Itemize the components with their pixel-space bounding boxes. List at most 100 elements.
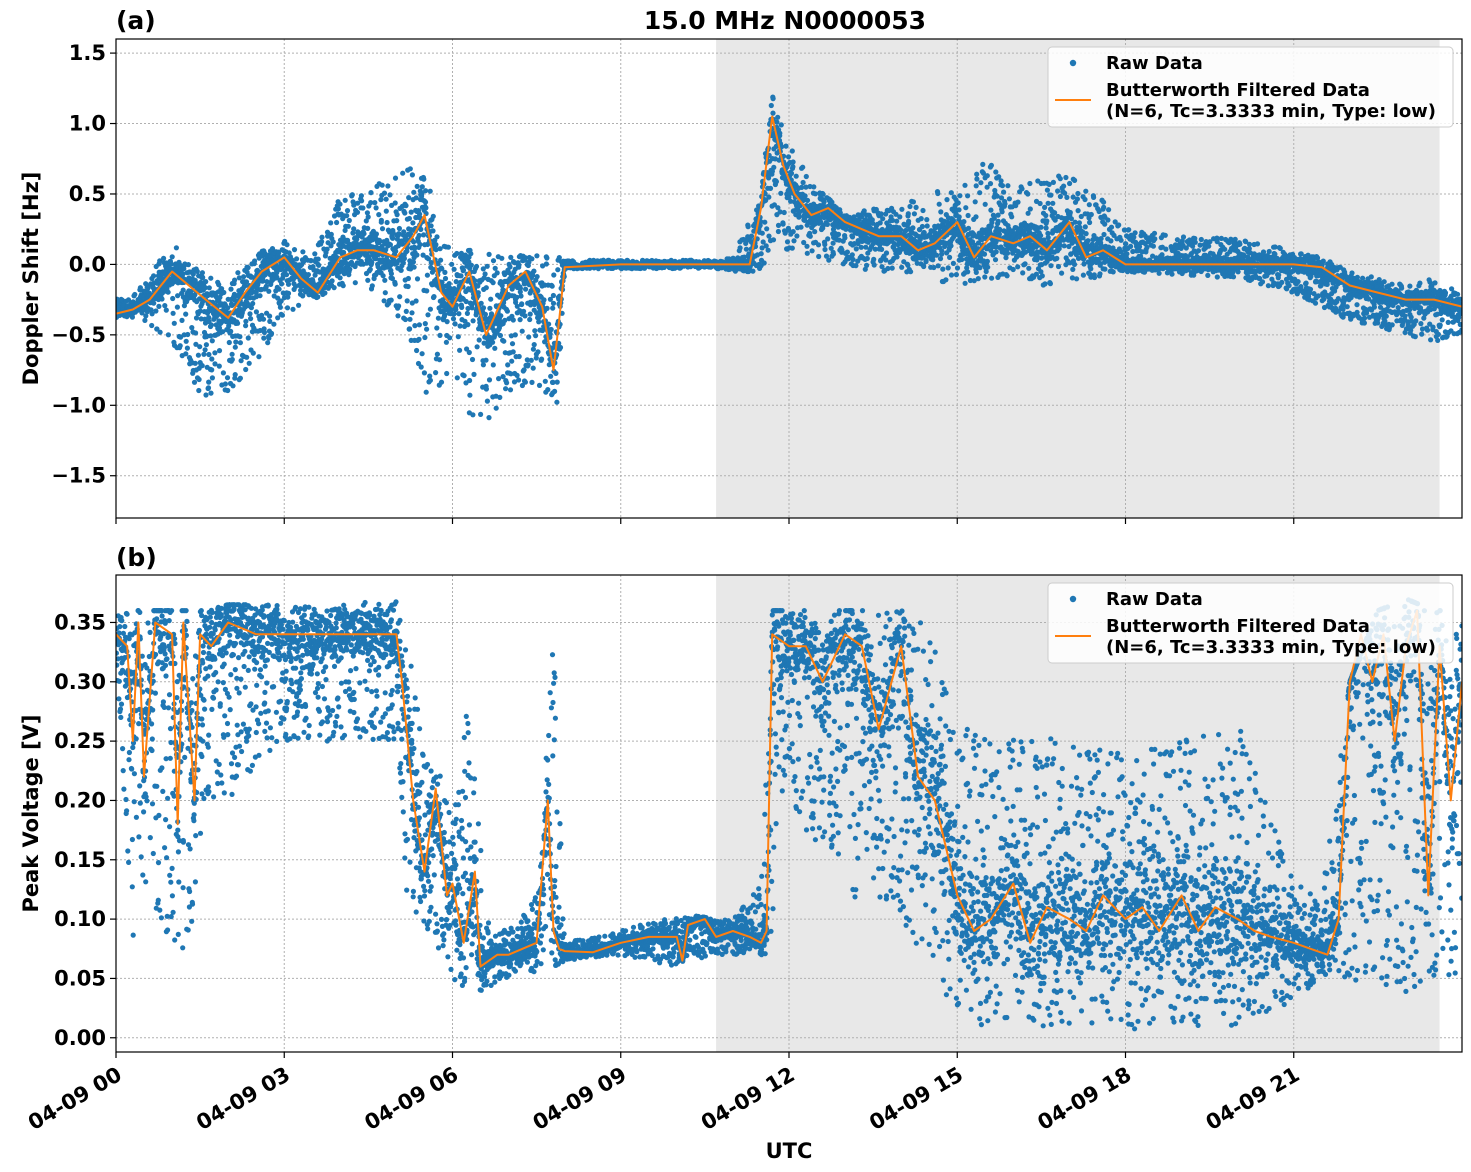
raw-data-point (351, 254, 357, 260)
raw-data-point (471, 371, 477, 377)
raw-data-point (379, 226, 386, 232)
raw-data-point (193, 330, 199, 336)
raw-data-point (199, 363, 205, 369)
raw-data-point (188, 288, 194, 295)
raw-data-point (408, 209, 414, 215)
raw-data-point (452, 321, 458, 327)
raw-data-point (948, 272, 955, 278)
raw-data-point (995, 212, 1001, 218)
raw-data-point (250, 300, 256, 307)
raw-data-point (1059, 270, 1065, 276)
raw-data-point (470, 318, 476, 324)
raw-data-point (982, 201, 988, 207)
raw-data-point (424, 272, 430, 278)
raw-data-point (956, 207, 962, 213)
raw-data-point (894, 218, 900, 224)
raw-data-point (550, 292, 557, 299)
raw-data-point (165, 289, 171, 295)
raw-data-point (330, 239, 336, 245)
raw-data-point (337, 275, 343, 281)
raw-data-point (414, 276, 421, 282)
raw-data-point (493, 405, 499, 411)
raw-data-point (271, 321, 277, 327)
raw-data-point (395, 313, 401, 319)
raw-data-point (232, 277, 238, 283)
raw-data-point (347, 266, 353, 272)
raw-data-point (1037, 200, 1043, 207)
raw-data-point (773, 179, 780, 185)
raw-data-point (468, 262, 474, 268)
raw-data-point (768, 102, 774, 109)
raw-data-point (936, 201, 942, 207)
raw-data-point (388, 271, 394, 277)
raw-data-point (209, 367, 215, 373)
raw-data-point (765, 247, 771, 253)
raw-data-point (397, 294, 403, 300)
raw-data-point (259, 312, 265, 318)
raw-data-point (208, 275, 214, 281)
raw-data-point (411, 239, 417, 245)
raw-data-point (973, 269, 979, 275)
raw-data-point (790, 229, 796, 235)
raw-data-point (482, 311, 488, 317)
raw-data-point (490, 258, 497, 264)
raw-data-point (908, 269, 914, 275)
raw-data-point (461, 373, 467, 379)
raw-data-point (389, 275, 395, 282)
raw-data-point (284, 242, 290, 248)
raw-data-point (149, 311, 155, 317)
raw-data-point (220, 370, 226, 376)
raw-data-point (977, 190, 983, 196)
raw-data-point (480, 305, 487, 311)
raw-data-point (410, 220, 416, 226)
raw-data-point (490, 362, 496, 368)
raw-data-point (480, 362, 486, 368)
raw-data-point (907, 203, 913, 210)
raw-data-point (1045, 200, 1051, 206)
raw-data-point (414, 183, 420, 189)
raw-data-point (842, 235, 848, 241)
raw-data-point (286, 250, 292, 256)
raw-data-point (550, 305, 556, 311)
raw-data-point (544, 305, 550, 311)
raw-data-point (263, 283, 269, 289)
raw-data-point (337, 201, 343, 207)
raw-data-point (830, 240, 836, 246)
raw-data-point (346, 217, 352, 224)
raw-data-point (435, 315, 441, 321)
raw-data-point (419, 351, 425, 357)
raw-data-point (235, 320, 241, 326)
raw-data-point (284, 305, 291, 311)
raw-data-point (197, 344, 203, 350)
raw-data-point (242, 283, 248, 289)
raw-data-point (509, 341, 516, 347)
raw-data-point (1067, 180, 1073, 187)
raw-data-point (803, 173, 809, 180)
raw-data-point (938, 209, 944, 215)
raw-data-point (1003, 255, 1009, 261)
raw-data-point (457, 323, 463, 329)
raw-data-point (169, 254, 175, 260)
raw-data-point (1057, 176, 1063, 182)
raw-data-point (433, 242, 439, 248)
raw-data-point (509, 358, 515, 364)
raw-data-point (407, 326, 413, 332)
raw-data-point (423, 389, 429, 395)
raw-data-point (546, 321, 552, 327)
raw-data-point (392, 281, 398, 287)
raw-data-point (984, 173, 990, 179)
raw-data-point (981, 251, 988, 257)
raw-data-point (193, 315, 200, 321)
raw-data-point (519, 328, 525, 334)
raw-data-point (416, 232, 422, 239)
raw-data-point (548, 326, 554, 333)
raw-data-point (999, 209, 1005, 215)
raw-data-point (312, 251, 318, 257)
raw-data-point (341, 249, 347, 256)
raw-data-point (935, 190, 941, 197)
raw-data-point (247, 295, 253, 301)
raw-data-point (261, 335, 267, 341)
raw-data-point (253, 309, 259, 315)
raw-data-point (238, 358, 244, 364)
raw-data-point (285, 281, 292, 287)
